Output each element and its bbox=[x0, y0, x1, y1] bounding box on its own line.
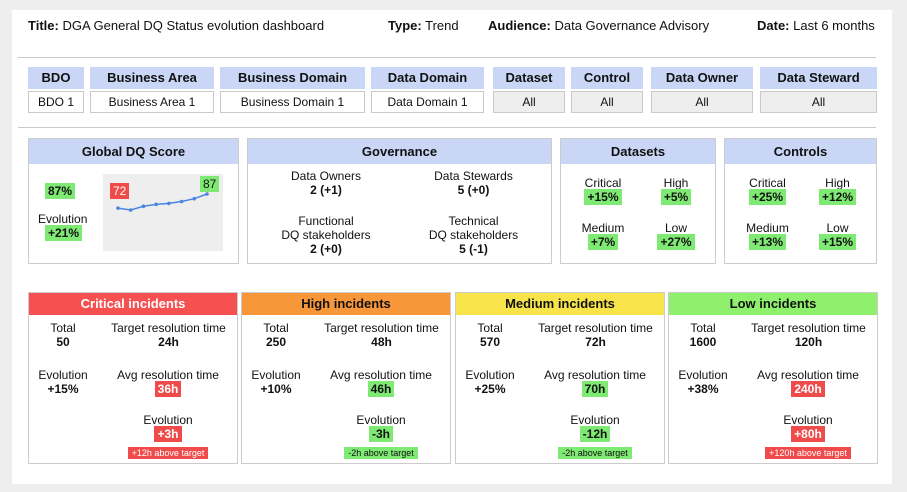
filter-business-domain: Business Domain Business Domain 1 bbox=[220, 67, 365, 115]
incident-avg-evolution: Evolution -3h bbox=[356, 413, 406, 442]
incident-title: Critical incidents bbox=[29, 293, 237, 315]
panel-title: Controls bbox=[725, 139, 876, 164]
divider bbox=[18, 57, 876, 58]
trend-point bbox=[141, 204, 146, 209]
filter-label: Dataset bbox=[493, 67, 565, 89]
controls-high: High +12% bbox=[810, 176, 865, 205]
filter-select[interactable]: All bbox=[651, 91, 753, 113]
filter-label: Business Area bbox=[90, 67, 214, 89]
incident-target: Target resolution time 48h bbox=[324, 321, 439, 349]
panel-title: Datasets bbox=[561, 139, 715, 164]
incident-target-note: +120h above target bbox=[738, 445, 878, 459]
datasets-high: High +5% bbox=[650, 176, 702, 205]
incident-title: Low incidents bbox=[669, 293, 877, 315]
incident-target: Target resolution time 24h bbox=[111, 321, 226, 349]
incident-title: Medium incidents bbox=[456, 293, 664, 315]
panel-title: Global DQ Score bbox=[29, 139, 238, 164]
filter-select[interactable]: BDO 1 bbox=[28, 91, 84, 113]
incident-target-note: +12h above target bbox=[98, 445, 238, 459]
incident-evolution: Evolution +10% bbox=[251, 368, 301, 396]
filter-select[interactable]: Business Domain 1 bbox=[220, 91, 365, 113]
incident-target: Target resolution time 120h bbox=[751, 321, 866, 349]
technical-stakeholders-metric: Technical DQ stakeholders 5 (-1) bbox=[428, 214, 519, 256]
filter-select[interactable]: All bbox=[493, 91, 565, 113]
filter-control: Control All bbox=[571, 67, 643, 115]
dq-evolution-label: Evolution bbox=[38, 212, 88, 226]
incident-target-note: -2h above target bbox=[311, 445, 451, 459]
data-stewards-metric: Data Stewards 5 (+0) bbox=[434, 169, 513, 197]
incident-total: Total 250 bbox=[263, 321, 289, 349]
incident-target-note: -2h above target bbox=[525, 445, 665, 459]
audience-field: Audience: Data Governance Advisory bbox=[488, 18, 710, 33]
incident-total: Total 1600 bbox=[689, 321, 717, 349]
title-field: Title: DGA General DQ Status evolution d… bbox=[28, 18, 325, 33]
dashboard-date: Last 6 months bbox=[793, 18, 875, 33]
datasets-low: Low +27% bbox=[650, 221, 702, 250]
filter-select[interactable]: All bbox=[571, 91, 643, 113]
trend-line-svg bbox=[116, 192, 209, 212]
filter-data-steward: Data Steward All bbox=[760, 67, 877, 115]
dq-score-value: 87% bbox=[45, 183, 76, 199]
divider bbox=[18, 127, 876, 128]
trend-point bbox=[205, 192, 209, 196]
incident-panel: Low incidents bbox=[668, 292, 878, 464]
incident-panel: High incidents bbox=[241, 292, 451, 464]
datasets-critical: Critical +15% bbox=[584, 176, 622, 205]
filter-business-area: Business Area Business Area 1 bbox=[90, 67, 214, 115]
controls-medium: Medium +13% bbox=[746, 221, 789, 250]
trend-point bbox=[167, 201, 171, 206]
filter-label: Business Domain bbox=[220, 67, 365, 89]
trend-point bbox=[154, 202, 158, 207]
incident-target: Target resolution time 72h bbox=[538, 321, 653, 349]
filter-label: Data Steward bbox=[760, 67, 877, 89]
controls-critical: Critical +25% bbox=[748, 176, 787, 205]
incident-evolution: Evolution +38% bbox=[678, 368, 728, 396]
filter-label: BDO bbox=[28, 67, 84, 89]
incident-avg-evolution: Evolution +3h bbox=[143, 413, 193, 442]
filter-data-domain: Data Domain Data Domain 1 bbox=[371, 67, 484, 115]
incident-evolution: Evolution +25% bbox=[465, 368, 515, 396]
filter-label: Control bbox=[571, 67, 643, 89]
trend-end-label: 87 bbox=[200, 176, 220, 192]
filter-label: Data Owner bbox=[651, 67, 753, 89]
dashboard-type: Trend bbox=[425, 18, 459, 33]
data-owners-metric: Data Owners 2 (+1) bbox=[290, 169, 362, 197]
trend-start-label: 72 bbox=[110, 183, 130, 199]
dashboard-audience: Data Governance Advisory bbox=[554, 18, 710, 33]
incident-avg-resolution: Avg resolution time 36h bbox=[117, 368, 219, 397]
dashboard-header: Title: DGA General DQ Status evolution d… bbox=[18, 18, 876, 36]
trend-point bbox=[128, 208, 133, 212]
filter-label: Data Domain bbox=[371, 67, 484, 89]
filter-dataset: Dataset All bbox=[493, 67, 565, 115]
filter-select[interactable]: All bbox=[760, 91, 877, 113]
incident-panel: Medium incidents bbox=[455, 292, 665, 464]
dashboard-title: DGA General DQ Status evolution dashboar… bbox=[62, 18, 325, 33]
trend-point bbox=[192, 196, 197, 201]
dq-evolution-value: +21% bbox=[45, 225, 83, 241]
incident-avg-resolution: Avg resolution time 70h bbox=[544, 368, 646, 397]
incident-avg-evolution: Evolution -12h bbox=[570, 413, 620, 442]
trend-point bbox=[116, 206, 120, 210]
date-field: Date: Last 6 months bbox=[757, 18, 875, 33]
controls-low: Low +15% bbox=[810, 221, 865, 250]
type-field: Type: Trend bbox=[388, 18, 459, 33]
incident-evolution: Evolution +15% bbox=[38, 368, 88, 396]
filter-data-owner: Data Owner All bbox=[651, 67, 753, 115]
incident-avg-resolution: Avg resolution time 46h bbox=[330, 368, 432, 397]
incident-avg-resolution: Avg resolution time 240h bbox=[757, 368, 859, 397]
trend-point bbox=[179, 199, 184, 204]
functional-stakeholders-metric: Functional DQ stakeholders 2 (+0) bbox=[281, 214, 371, 256]
datasets-medium: Medium +7% bbox=[581, 221, 625, 250]
incident-title: High incidents bbox=[242, 293, 450, 315]
incident-total: Total 570 bbox=[477, 321, 503, 349]
incident-panel: Critical incidents bbox=[28, 292, 238, 464]
filter-select[interactable]: Business Area 1 bbox=[90, 91, 214, 113]
filter-bdo: BDO BDO 1 bbox=[28, 67, 84, 115]
trend-line bbox=[117, 193, 208, 211]
incident-avg-evolution: Evolution +80h bbox=[783, 413, 833, 442]
filter-select[interactable]: Data Domain 1 bbox=[371, 91, 484, 113]
panel-title: Governance bbox=[248, 139, 551, 164]
incident-total: Total 50 bbox=[50, 321, 76, 349]
governance-panel: Governance bbox=[247, 138, 552, 264]
